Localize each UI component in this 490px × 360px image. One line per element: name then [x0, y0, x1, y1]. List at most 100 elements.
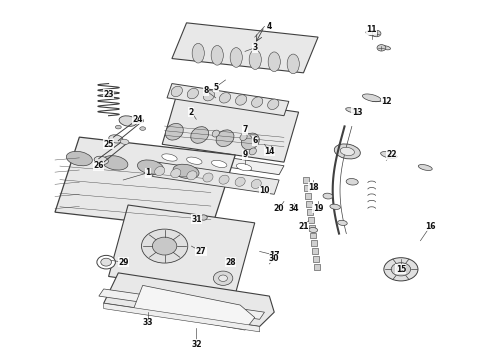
Text: 13: 13: [352, 108, 362, 117]
Text: 12: 12: [381, 97, 392, 106]
Ellipse shape: [418, 165, 432, 171]
Text: 6: 6: [252, 136, 257, 145]
Bar: [310, 233, 316, 238]
Bar: [306, 201, 312, 207]
Ellipse shape: [121, 139, 129, 144]
Ellipse shape: [235, 177, 245, 186]
Ellipse shape: [220, 93, 231, 103]
Ellipse shape: [187, 88, 198, 99]
Text: 27: 27: [196, 247, 206, 256]
Ellipse shape: [94, 156, 108, 165]
Ellipse shape: [287, 54, 299, 74]
Ellipse shape: [249, 50, 261, 69]
Ellipse shape: [219, 275, 227, 282]
Ellipse shape: [140, 127, 146, 130]
Ellipse shape: [381, 152, 397, 158]
Ellipse shape: [200, 215, 207, 220]
Ellipse shape: [366, 31, 377, 36]
Bar: [305, 193, 311, 199]
Ellipse shape: [340, 147, 354, 156]
Polygon shape: [104, 273, 274, 327]
Text: 21: 21: [298, 222, 309, 231]
Ellipse shape: [268, 99, 279, 109]
Ellipse shape: [236, 95, 247, 105]
Polygon shape: [55, 137, 235, 230]
Ellipse shape: [142, 229, 188, 263]
Polygon shape: [99, 289, 265, 319]
Text: 20: 20: [274, 204, 284, 213]
Ellipse shape: [363, 94, 381, 102]
Text: 17: 17: [269, 251, 280, 260]
Ellipse shape: [240, 134, 247, 141]
Text: 34: 34: [289, 204, 299, 213]
Bar: [307, 209, 313, 215]
Text: 31: 31: [191, 215, 201, 224]
Ellipse shape: [109, 135, 123, 143]
Ellipse shape: [334, 144, 360, 159]
Ellipse shape: [192, 43, 204, 63]
Ellipse shape: [251, 179, 261, 189]
Text: 5: 5: [213, 83, 219, 92]
Bar: [304, 185, 310, 191]
Ellipse shape: [135, 118, 144, 123]
Text: 19: 19: [313, 204, 323, 213]
Text: 15: 15: [396, 265, 406, 274]
Ellipse shape: [309, 228, 318, 233]
Polygon shape: [109, 205, 255, 294]
Text: 28: 28: [225, 258, 236, 267]
Ellipse shape: [230, 48, 243, 67]
Text: 26: 26: [94, 161, 104, 170]
Ellipse shape: [166, 123, 183, 140]
Text: 10: 10: [259, 186, 270, 195]
Text: 9: 9: [243, 150, 247, 159]
Text: 8: 8: [203, 86, 209, 95]
Ellipse shape: [268, 52, 280, 72]
Ellipse shape: [384, 258, 418, 281]
Ellipse shape: [171, 86, 182, 96]
Ellipse shape: [101, 258, 112, 266]
Bar: [308, 217, 314, 222]
Ellipse shape: [97, 255, 116, 269]
Polygon shape: [157, 148, 284, 175]
Ellipse shape: [171, 169, 181, 178]
Ellipse shape: [152, 237, 177, 255]
Bar: [303, 177, 309, 183]
Polygon shape: [133, 285, 255, 330]
Text: 16: 16: [425, 222, 436, 231]
Ellipse shape: [162, 154, 177, 161]
Bar: [311, 240, 317, 246]
Text: 18: 18: [308, 183, 319, 192]
Ellipse shape: [66, 151, 92, 166]
Text: 11: 11: [367, 26, 377, 35]
Ellipse shape: [382, 46, 391, 50]
Ellipse shape: [338, 220, 347, 225]
Polygon shape: [172, 23, 318, 73]
Polygon shape: [162, 94, 298, 162]
Ellipse shape: [191, 127, 209, 143]
Ellipse shape: [219, 175, 229, 184]
Text: 4: 4: [267, 22, 272, 31]
Ellipse shape: [391, 263, 411, 276]
Ellipse shape: [213, 271, 233, 285]
Polygon shape: [152, 162, 279, 194]
Ellipse shape: [251, 97, 263, 107]
Ellipse shape: [203, 173, 213, 182]
Ellipse shape: [372, 30, 381, 37]
Text: 25: 25: [103, 140, 114, 149]
Text: 2: 2: [189, 108, 194, 117]
Polygon shape: [104, 303, 260, 332]
Ellipse shape: [346, 108, 359, 113]
Text: 24: 24: [133, 115, 143, 124]
Ellipse shape: [212, 130, 220, 137]
Polygon shape: [167, 84, 289, 116]
Bar: [312, 248, 318, 254]
Text: 14: 14: [264, 147, 274, 156]
Ellipse shape: [346, 179, 358, 185]
Ellipse shape: [173, 164, 199, 179]
Ellipse shape: [116, 125, 121, 129]
Text: 32: 32: [191, 340, 201, 349]
Text: 29: 29: [118, 258, 128, 267]
Ellipse shape: [242, 133, 259, 150]
Ellipse shape: [187, 157, 202, 165]
Ellipse shape: [330, 204, 341, 210]
